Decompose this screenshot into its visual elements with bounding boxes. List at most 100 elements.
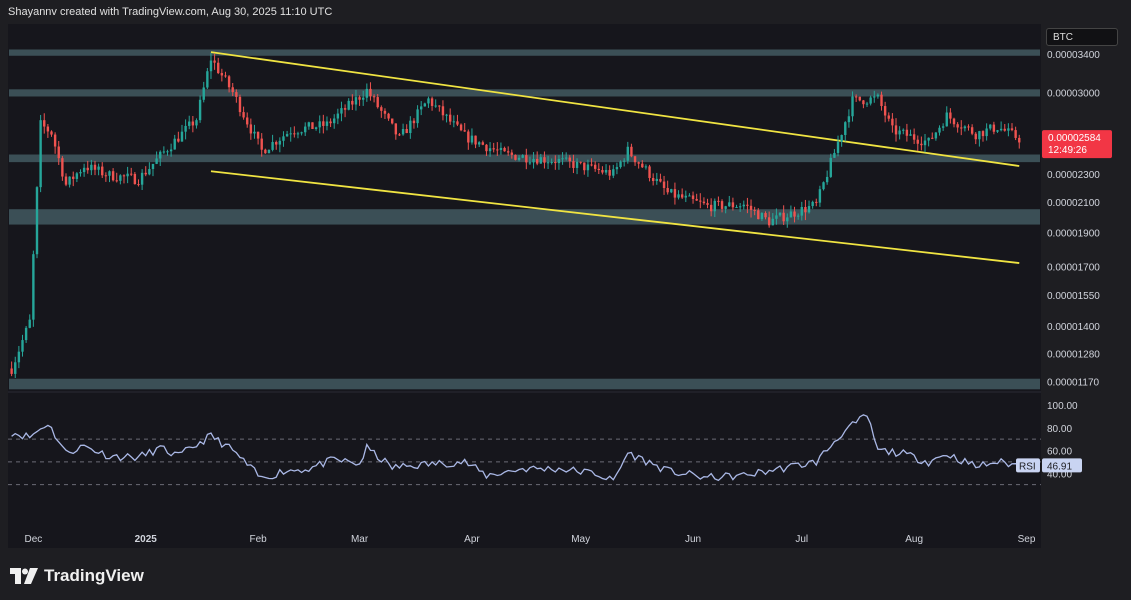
- candle-body: [789, 211, 793, 218]
- candle-body: [318, 121, 321, 128]
- candle-body: [876, 94, 880, 97]
- candle-body: [296, 133, 300, 135]
- rsi-tick-label: 60.00: [1047, 447, 1072, 458]
- candle-body: [253, 131, 256, 134]
- candle-body: [1003, 128, 1006, 131]
- candle-body: [448, 114, 452, 122]
- time-tick-label: Sep: [1018, 534, 1036, 545]
- candle-body: [920, 143, 923, 146]
- rsi-tick-label: 80.00: [1047, 424, 1072, 435]
- candle-body: [550, 161, 553, 163]
- candle-body: [938, 127, 941, 133]
- candle-body: [86, 167, 89, 171]
- candle-body: [293, 133, 296, 135]
- candle-body: [314, 127, 318, 129]
- candle-body: [760, 213, 764, 220]
- rsi-tick-label: 40.00: [1047, 469, 1072, 480]
- candle-body: [836, 141, 840, 153]
- candle-body: [981, 131, 985, 137]
- candle-body: [463, 130, 466, 132]
- candle-body: [278, 140, 282, 145]
- candle-body: [862, 100, 865, 105]
- tradingview-logo-icon: [10, 568, 38, 584]
- candle-body: [452, 121, 456, 123]
- candle-body: [151, 163, 155, 170]
- candle-body: [561, 158, 564, 160]
- candle-body: [481, 142, 485, 145]
- candle-body: [434, 105, 437, 107]
- candle-body: [927, 137, 930, 141]
- candle-body: [423, 103, 427, 107]
- candle-body: [691, 195, 695, 199]
- candle-body: [322, 121, 325, 126]
- candle-body: [767, 217, 771, 226]
- candle-body: [289, 133, 292, 135]
- candle-body: [148, 169, 151, 175]
- candle-body: [398, 134, 401, 136]
- candle-body: [416, 109, 419, 124]
- candle-body: [405, 128, 408, 134]
- candle-body: [912, 134, 916, 140]
- candle-body: [53, 134, 57, 147]
- candle-body: [93, 164, 97, 170]
- candle-body: [840, 134, 843, 142]
- candle-body: [655, 178, 658, 181]
- zone-2: [9, 154, 1040, 163]
- candle-body: [746, 204, 749, 206]
- candle-body: [456, 121, 459, 125]
- candle-body: [376, 97, 379, 108]
- candle-body: [706, 203, 709, 205]
- candle-body: [75, 173, 79, 179]
- candles: [10, 53, 1021, 379]
- candle-body: [224, 75, 227, 77]
- candle-body: [673, 189, 677, 198]
- candle-body: [960, 127, 963, 129]
- candle-body: [659, 178, 662, 182]
- candle-body: [202, 87, 205, 100]
- candle-body: [709, 204, 713, 212]
- candle-body: [369, 88, 372, 97]
- candle-body: [517, 157, 521, 160]
- candle-body: [365, 88, 369, 98]
- candle-body: [720, 201, 724, 209]
- candle-body: [662, 181, 666, 188]
- candle-body: [800, 206, 803, 216]
- price-tick-label: 0.00001280: [1047, 350, 1100, 361]
- candle-body: [387, 113, 390, 119]
- candle-body: [782, 212, 785, 222]
- candle-body: [130, 173, 133, 175]
- candle-body: [539, 157, 543, 164]
- candle-body: [525, 155, 528, 163]
- candle-body: [427, 98, 430, 104]
- channel-upper-line: [210, 51, 1020, 167]
- candle-body: [854, 96, 858, 98]
- price-tick-label: 0.00001550: [1047, 291, 1100, 302]
- zone-4: [9, 378, 1040, 390]
- candle-body: [717, 200, 720, 202]
- candle-body: [311, 122, 314, 129]
- candle-body: [586, 164, 590, 171]
- candle-body: [992, 124, 996, 132]
- candle-body: [825, 176, 829, 183]
- time-tick-label: Aug: [905, 534, 923, 545]
- candle-body: [996, 130, 999, 132]
- candle-body: [735, 207, 738, 209]
- candle-body: [949, 112, 952, 119]
- candle-body: [851, 96, 854, 117]
- price-tick-label: 0.00002100: [1047, 198, 1100, 209]
- candle-body: [499, 147, 503, 150]
- candle-body: [231, 87, 234, 93]
- candle-body: [811, 201, 814, 207]
- candle-body: [764, 213, 767, 218]
- chart-canvas[interactable]: 0.00003400 0.00003000 0.00002300 0.00002100…: [0, 0, 1131, 560]
- rsi-line: [11, 414, 1020, 482]
- candle-body: [17, 351, 21, 363]
- candle-body: [235, 92, 238, 97]
- candle-body: [579, 161, 582, 163]
- symbol-button[interactable]: BTC: [1046, 28, 1118, 46]
- candle-body: [401, 128, 405, 135]
- candle-body: [470, 135, 474, 143]
- candle-body: [137, 184, 140, 186]
- chart-pane[interactable]: [8, 24, 1041, 548]
- candle-body: [267, 149, 271, 154]
